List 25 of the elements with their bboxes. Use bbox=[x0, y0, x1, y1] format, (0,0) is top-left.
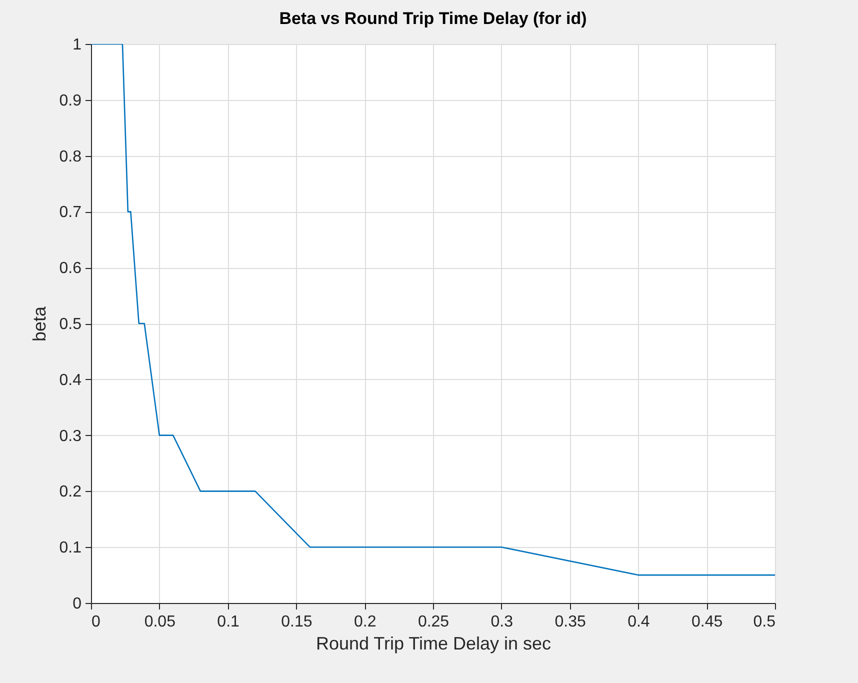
y-tick-label: 0.4 bbox=[59, 372, 82, 389]
x-tick-label: 0.3 bbox=[490, 614, 514, 630]
x-tick-label: 0.25 bbox=[418, 614, 450, 630]
y-tick-label: 0.8 bbox=[59, 148, 82, 166]
y-axis-title: beta bbox=[29, 306, 50, 342]
x-tick-label: 0.05 bbox=[144, 614, 176, 630]
y-tick-label: 0.2 bbox=[59, 484, 82, 501]
x-tick-label: 0.5 bbox=[753, 614, 776, 630]
x-tick-label: 0.15 bbox=[281, 614, 312, 630]
y-tick-label: 0.6 bbox=[59, 260, 82, 278]
x-tick-label: 0.35 bbox=[554, 614, 586, 630]
x-tick-label: 0.1 bbox=[217, 614, 240, 630]
x-tick-label: 0.4 bbox=[628, 614, 650, 630]
y-tick-label: 0.9 bbox=[59, 92, 82, 110]
x-tick-label: 0.2 bbox=[354, 614, 376, 630]
x-tick-label: 0.45 bbox=[692, 614, 723, 630]
y-tick-label: 0.5 bbox=[59, 316, 82, 333]
y-tick-label: 1 bbox=[72, 36, 82, 54]
y-tick-label: 0.3 bbox=[59, 428, 82, 445]
x-tick-label: 0 bbox=[92, 614, 100, 630]
y-tick-label: 0 bbox=[72, 596, 82, 612]
y-tick-label: 0.1 bbox=[59, 540, 82, 557]
chart-title: Beta vs Round Trip Time Delay (for id) bbox=[279, 9, 587, 28]
y-tick-label: 0.7 bbox=[59, 204, 82, 222]
x-axis-title: Round Trip Time Delay in sec bbox=[316, 634, 552, 654]
